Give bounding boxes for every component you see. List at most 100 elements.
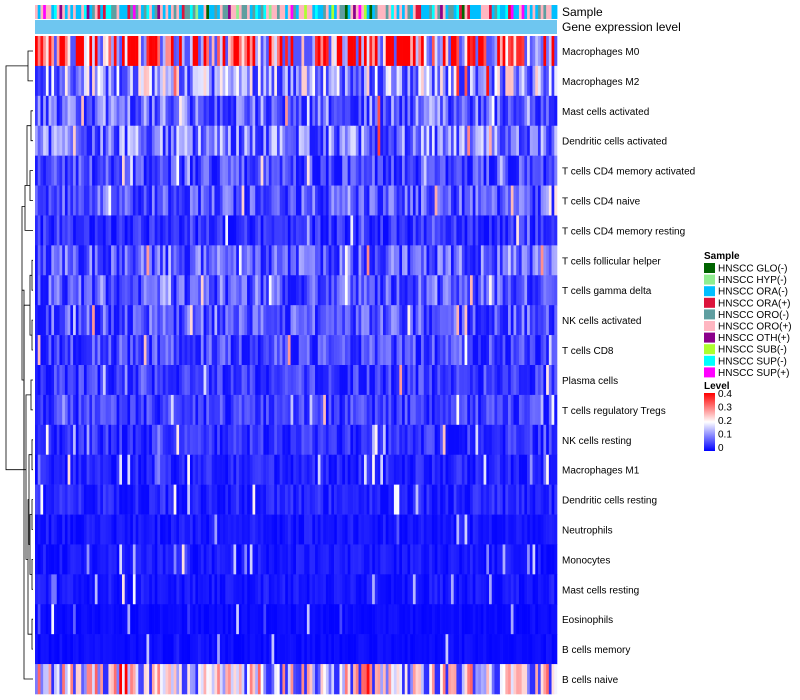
heatmap-cell bbox=[374, 484, 378, 515]
heatmap-cell bbox=[342, 664, 346, 695]
heatmap-cell bbox=[418, 275, 422, 306]
heatmap-cell bbox=[51, 365, 55, 396]
heatmap-cell bbox=[410, 514, 414, 545]
heatmap-cell bbox=[385, 275, 389, 306]
heatmap-cell bbox=[421, 484, 425, 515]
heatmap-cell bbox=[146, 544, 150, 575]
heatmap-cell bbox=[276, 36, 280, 67]
heatmap-cell bbox=[388, 365, 392, 396]
heatmap-cell bbox=[48, 335, 52, 366]
heatmap-cell bbox=[355, 245, 359, 276]
heatmap-cell bbox=[513, 245, 517, 276]
heatmap-cell bbox=[486, 335, 490, 366]
heatmap-cell bbox=[491, 454, 495, 485]
heatmap-cell bbox=[271, 574, 275, 605]
heatmap-cell bbox=[548, 305, 552, 336]
heatmap-cell bbox=[467, 185, 471, 216]
heatmap-cell bbox=[119, 275, 123, 306]
heatmap-cell bbox=[168, 155, 172, 186]
sample-annotation-cell bbox=[168, 5, 172, 19]
heatmap-cell bbox=[236, 604, 240, 635]
heatmap-cell bbox=[211, 305, 215, 336]
sample-annotation-cell bbox=[320, 5, 324, 19]
heatmap-cell bbox=[54, 365, 58, 396]
sample-annotation-cell bbox=[287, 5, 291, 19]
heatmap-cell bbox=[529, 484, 533, 515]
heatmap-cell bbox=[472, 95, 476, 127]
heatmap-cell bbox=[168, 36, 172, 67]
heatmap-cell bbox=[154, 185, 158, 216]
heatmap-cell bbox=[45, 275, 49, 306]
heatmap-cell bbox=[426, 394, 430, 426]
heatmap-cell bbox=[266, 125, 270, 156]
heatmap-cell bbox=[165, 36, 169, 67]
heatmap-cell bbox=[478, 95, 482, 127]
heatmap-cell bbox=[448, 604, 452, 635]
heatmap-cell bbox=[187, 634, 191, 665]
heatmap-cell bbox=[518, 215, 522, 246]
heatmap-cell bbox=[325, 215, 329, 246]
heatmap-cell bbox=[502, 36, 506, 67]
heatmap-cell bbox=[92, 454, 96, 485]
heatmap-cell bbox=[510, 245, 514, 276]
heatmap-cell bbox=[456, 245, 460, 276]
heatmap-cell bbox=[290, 574, 294, 605]
heatmap-cell bbox=[418, 454, 422, 485]
heatmap-cell bbox=[282, 604, 286, 635]
heatmap-cell bbox=[241, 36, 245, 67]
heatmap-cell bbox=[339, 454, 343, 485]
heatmap-cell bbox=[45, 215, 49, 246]
sample-annotation-cell bbox=[440, 5, 444, 19]
heatmap-cell bbox=[372, 394, 376, 426]
heatmap-cell bbox=[260, 36, 264, 67]
heatmap-cell bbox=[363, 36, 367, 67]
heatmap-cell bbox=[445, 544, 449, 575]
sample-annotation-cell bbox=[518, 5, 523, 19]
heatmap-cell bbox=[108, 275, 112, 306]
heatmap-cell bbox=[141, 664, 145, 695]
heatmap-cell bbox=[293, 574, 297, 605]
heatmap-cell bbox=[81, 215, 85, 246]
heatmap-cell bbox=[491, 185, 495, 216]
heatmap-cell bbox=[279, 484, 283, 515]
heatmap-cell bbox=[377, 394, 381, 426]
heatmap-cell bbox=[320, 36, 324, 67]
heatmap-cell bbox=[35, 484, 39, 515]
heatmap-cell bbox=[331, 574, 335, 605]
sample-annotation-cell bbox=[48, 5, 52, 19]
heatmap-cell bbox=[219, 155, 223, 186]
heatmap-cell bbox=[508, 604, 512, 635]
sample-annotation-cell bbox=[209, 5, 213, 19]
heatmap-cell bbox=[282, 65, 286, 97]
heatmap-cell bbox=[497, 604, 501, 635]
heatmap-cell bbox=[206, 454, 210, 485]
heatmap-cell bbox=[43, 604, 47, 635]
heatmap-cell bbox=[271, 335, 275, 366]
heatmap-cell bbox=[238, 215, 242, 246]
heatmap-cell bbox=[244, 335, 248, 366]
heatmap-cell bbox=[442, 634, 446, 665]
heatmap-cell bbox=[347, 215, 351, 246]
heatmap-cell bbox=[100, 604, 104, 635]
heatmap-cell bbox=[355, 95, 359, 127]
heatmap-cell bbox=[344, 245, 348, 276]
heatmap-cell bbox=[491, 155, 495, 186]
heatmap-cell bbox=[130, 275, 134, 306]
heatmap-cell bbox=[293, 275, 297, 306]
level-legend-tick: 0.3 bbox=[718, 403, 732, 414]
heatmap-cell bbox=[54, 275, 58, 306]
heatmap-cell bbox=[527, 125, 531, 156]
heatmap-cell bbox=[149, 305, 153, 336]
heatmap-cell bbox=[440, 245, 444, 276]
heatmap-cell bbox=[347, 305, 351, 336]
heatmap-cell bbox=[527, 664, 531, 695]
heatmap-cell bbox=[312, 604, 316, 635]
heatmap-cell bbox=[176, 65, 180, 97]
heatmap-cell bbox=[546, 65, 550, 97]
heatmap-cell bbox=[306, 335, 310, 366]
heatmap-cell bbox=[366, 125, 370, 156]
heatmap-cell bbox=[407, 185, 411, 216]
heatmap-cell bbox=[516, 65, 520, 97]
heatmap-cell bbox=[217, 664, 221, 695]
heatmap-cell bbox=[518, 454, 522, 485]
